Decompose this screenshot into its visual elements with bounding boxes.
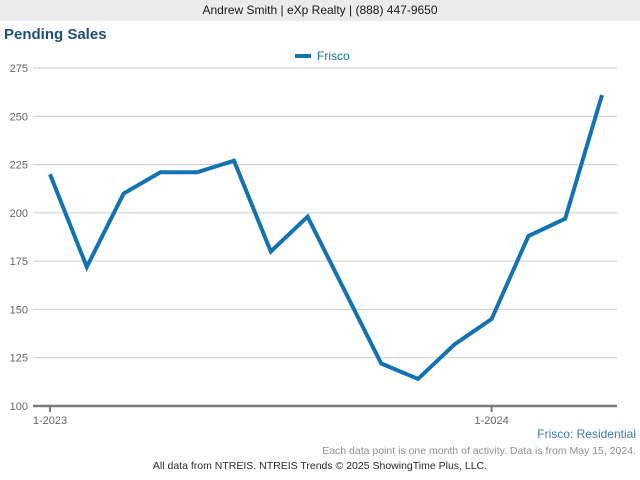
y-tick-label: 125 bbox=[10, 353, 28, 365]
legend-series-label: Frisco bbox=[317, 49, 350, 63]
legend-line-swatch bbox=[295, 54, 311, 58]
copyright-note: All data from NTREIS. NTREIS Trends © 20… bbox=[152, 460, 488, 472]
x-tick-label: 1-2024 bbox=[474, 415, 508, 427]
y-tick-label: 225 bbox=[10, 160, 28, 172]
chart-legend: Frisco bbox=[295, 48, 350, 64]
frisco-series-line bbox=[48, 94, 604, 382]
y-tick-label: 250 bbox=[10, 111, 28, 123]
x-tick-label: 1-2023 bbox=[33, 415, 67, 427]
series-scope-note: Frisco: Residential bbox=[537, 427, 636, 441]
y-tick-label: 200 bbox=[10, 208, 28, 220]
chart-title: Pending Sales bbox=[4, 26, 107, 43]
y-tick-label: 175 bbox=[10, 256, 28, 268]
y-tick-label: 100 bbox=[10, 401, 28, 413]
y-tick-label: 275 bbox=[10, 63, 28, 75]
data-freshness-note: Each data point is one month of activity… bbox=[322, 445, 636, 457]
y-tick-label: 150 bbox=[10, 304, 28, 316]
agent-contact-banner: Andrew Smith | eXp Realty | (888) 447-96… bbox=[0, 0, 640, 21]
